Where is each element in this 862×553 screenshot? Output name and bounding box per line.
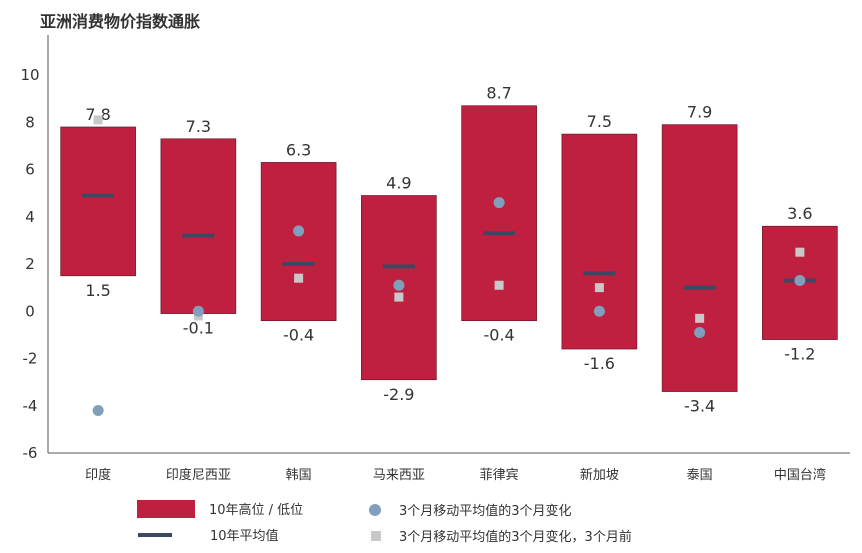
range-bar <box>561 133 638 350</box>
avg-mark <box>282 262 315 266</box>
y-tick-label: -2 <box>23 350 38 368</box>
change-mark <box>593 305 605 317</box>
change-prior-mark <box>394 292 404 302</box>
y-tick-label: -6 <box>23 444 38 462</box>
category-label: 印度尼西亚 <box>166 467 231 483</box>
category-label: 泰国 <box>687 468 713 483</box>
low-label: -0.4 <box>283 326 314 345</box>
high-label: 8.7 <box>486 84 511 103</box>
change-prior-mark <box>294 273 304 283</box>
legend-item-range: 10年高位 / 低位 <box>137 499 303 518</box>
change-mark <box>794 275 806 287</box>
legend-swatch-change <box>369 503 381 516</box>
y-tick-label: -4 <box>23 397 38 415</box>
change-prior-mark <box>93 115 103 125</box>
avg-mark <box>483 231 516 236</box>
range-bar <box>60 126 136 277</box>
legend-label-change-prior: 3个月移动平均值的3个月变化，3个月前 <box>399 530 632 545</box>
high-label: 3.6 <box>787 204 812 223</box>
low-label: -2.9 <box>383 385 414 404</box>
change-mark <box>393 279 405 291</box>
chart-title: 亚洲消费物价指数通胀 <box>40 12 201 31</box>
legend-label-avg: 10年平均值 <box>210 529 279 544</box>
low-label: 1.5 <box>85 281 110 300</box>
legend-swatch-range <box>137 499 195 518</box>
low-label: -1.6 <box>584 354 615 373</box>
y-tick-label: 2 <box>25 255 35 273</box>
legend-label-change: 3个月移动平均值的3个月变化 <box>399 504 572 519</box>
category-label: 菲律宾 <box>480 467 519 483</box>
legend-swatch-change-prior <box>371 530 381 541</box>
legend-label-range: 10年高位 / 低位 <box>209 503 304 518</box>
avg-mark <box>583 271 616 276</box>
low-label: -1.2 <box>784 345 815 364</box>
low-label: -3.4 <box>684 397 715 416</box>
y-tick-label: 0 <box>25 302 35 320</box>
change-prior-mark <box>795 247 805 257</box>
change-mark <box>192 305 204 317</box>
range-bar <box>160 138 237 314</box>
avg-mark <box>382 264 415 269</box>
legend-swatch-avg <box>138 532 172 537</box>
avg-mark <box>182 233 215 238</box>
category-label: 韩国 <box>286 468 312 483</box>
high-label: 7.3 <box>186 117 211 136</box>
legend-item-avg: 10年平均值 <box>126 525 279 544</box>
category-label: 马来西亚 <box>373 468 425 483</box>
change-mark <box>293 225 305 237</box>
legend-item-change-prior: 3个月移动平均值的3个月变化，3个月前 <box>370 526 632 545</box>
low-label: -0.4 <box>484 326 515 345</box>
high-label: 6.3 <box>286 140 311 159</box>
high-label: 7.8 <box>85 105 110 124</box>
legend-item-change: 3个月移动平均值的3个月变化 <box>369 500 572 519</box>
high-label: 7.9 <box>687 103 712 122</box>
avg-mark <box>683 285 716 290</box>
category-label: 印度 <box>85 467 111 483</box>
range-bar <box>260 162 337 322</box>
category-label: 中国台湾 <box>774 467 826 483</box>
change-mark <box>493 197 505 209</box>
y-tick-label: 8 <box>25 113 35 131</box>
y-tick-label: 10 <box>20 66 39 84</box>
range-bar <box>661 124 738 392</box>
category-label: 新加坡 <box>580 467 619 483</box>
change-prior-mark <box>695 313 705 323</box>
avg-mark <box>82 193 115 198</box>
change-prior-mark <box>494 280 504 290</box>
change-mark <box>92 404 104 416</box>
change-mark <box>694 327 706 339</box>
high-label: 4.9 <box>386 173 411 192</box>
y-tick-label: 4 <box>25 208 35 226</box>
low-label: -0.1 <box>183 319 214 338</box>
high-label: 7.5 <box>587 112 612 131</box>
change-prior-mark <box>594 283 604 293</box>
y-tick-label: 6 <box>25 161 35 179</box>
